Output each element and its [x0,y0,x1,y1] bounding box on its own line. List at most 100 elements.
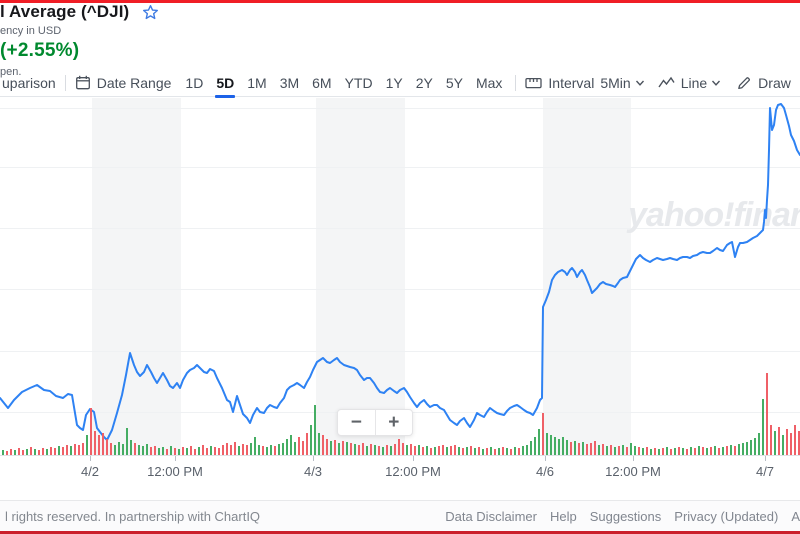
volume-bar [498,448,500,455]
volume-bar [282,443,284,455]
range-button-6m[interactable]: 6M [312,75,332,91]
volume-bar [710,447,712,455]
volume-bar [378,446,380,455]
volume-bar [766,373,768,455]
range-button-1m[interactable]: 1M [247,75,267,91]
volume-bar [510,449,512,455]
volume-bar [138,445,140,455]
volume-bar [62,447,64,455]
range-button-1y[interactable]: 1Y [385,75,403,91]
footer-link[interactable]: Data Disclaimer [445,509,537,524]
volume-bar [130,440,132,455]
volume-bar [762,399,764,455]
range-button-3m[interactable]: 3M [279,75,300,91]
volume-bar [182,447,184,455]
volume-bar [622,445,624,455]
zoom-in-button[interactable]: + [388,412,400,433]
zoom-divider [374,410,376,435]
volume-bar [554,437,556,455]
footer-link[interactable]: A [791,509,800,524]
volume-bar [574,441,576,455]
volume-bar [550,435,552,455]
volume-bar [714,446,716,455]
volume-bar [698,446,700,455]
session-band [543,98,631,455]
volume-bar [22,450,24,455]
gridline [0,289,800,290]
chart-plot-area[interactable]: yahoo!finan − + [0,98,800,455]
footer: l rights reserved. In partnership with C… [0,500,800,532]
gridline [0,351,800,352]
chart-toolbar: uparison Date Range 1D 5D 1M 3M 6M YTD 1Y 2Y 5Y M… [0,70,800,98]
range-button-5y[interactable]: 5Y [445,75,463,91]
range-button-1d[interactable]: 1D [185,75,204,91]
volume-bar [494,449,496,455]
footer-link[interactable]: Suggestions [589,509,662,524]
volume-bar [642,448,644,455]
volume-bar [618,446,620,455]
volume-bar [786,429,788,455]
volume-bar [190,446,192,455]
volume-bar [586,444,588,455]
date-range-label: Date Range [96,75,172,91]
volume-bar [446,447,448,455]
watchlist-star-icon[interactable] [142,4,159,21]
volume-bar [430,448,432,455]
axis-tick [175,456,176,461]
volume-bar [82,443,84,455]
volume-bar [634,446,636,455]
volume-bar [478,447,480,455]
volume-bar [794,425,796,455]
volume-bar [66,445,68,455]
range-button-ytd[interactable]: YTD [344,75,373,91]
volume-bar [318,433,320,455]
volume-bar [30,447,32,455]
volume-bar [346,442,348,455]
volume-bar [546,433,548,455]
volume-bar [746,442,748,455]
volume-bar [298,437,300,455]
volume-bar [338,443,340,455]
interval-dropdown[interactable]: Interval 5Min [525,75,644,91]
draw-button[interactable]: Draw [736,75,791,91]
comparison-button[interactable]: uparison [2,75,56,91]
volume-bar [38,450,40,455]
top-red-rule [0,0,800,3]
volume-bar [150,447,152,455]
quote-header: l Average (^DJI) ency in USD (+2.55%) pe… [0,2,159,78]
gridline [0,228,800,229]
volume-bar [614,447,616,455]
volume-bar [218,448,220,455]
volume-bar [46,449,48,455]
range-button-max[interactable]: Max [475,75,503,91]
volume-bar [422,447,424,455]
volume-bar [146,444,148,455]
volume-bar [502,447,504,455]
volume-bar [262,446,264,455]
volume-bar [538,429,540,455]
price-line [0,103,800,441]
footer-link[interactable]: Help [549,509,577,524]
volume-bar [578,443,580,455]
volume-bar [646,447,648,455]
zoom-out-button[interactable]: − [350,412,362,433]
volume-bar [330,441,332,455]
volume-bar [162,447,164,455]
range-button-5d[interactable]: 5D [215,75,236,98]
date-range-button[interactable]: Date Range [75,75,172,91]
chart-type-dropdown[interactable]: Line [658,75,721,91]
range-button-group: 1D 5D 1M 3M 6M YTD 1Y 2Y 5Y Max [185,75,503,98]
range-button-2y[interactable]: 2Y [415,75,433,91]
volume-bar [702,447,704,455]
volume-bar [526,445,528,455]
volume-bar [342,441,344,455]
footer-link[interactable]: Privacy (Updated) [674,509,779,524]
volume-bar [178,449,180,455]
volume-bar [558,439,560,455]
volume-bar [170,446,172,455]
axis-tick [313,456,314,461]
line-chart-icon [658,76,675,90]
volume-bar [74,444,76,455]
volume-bar [474,448,476,455]
